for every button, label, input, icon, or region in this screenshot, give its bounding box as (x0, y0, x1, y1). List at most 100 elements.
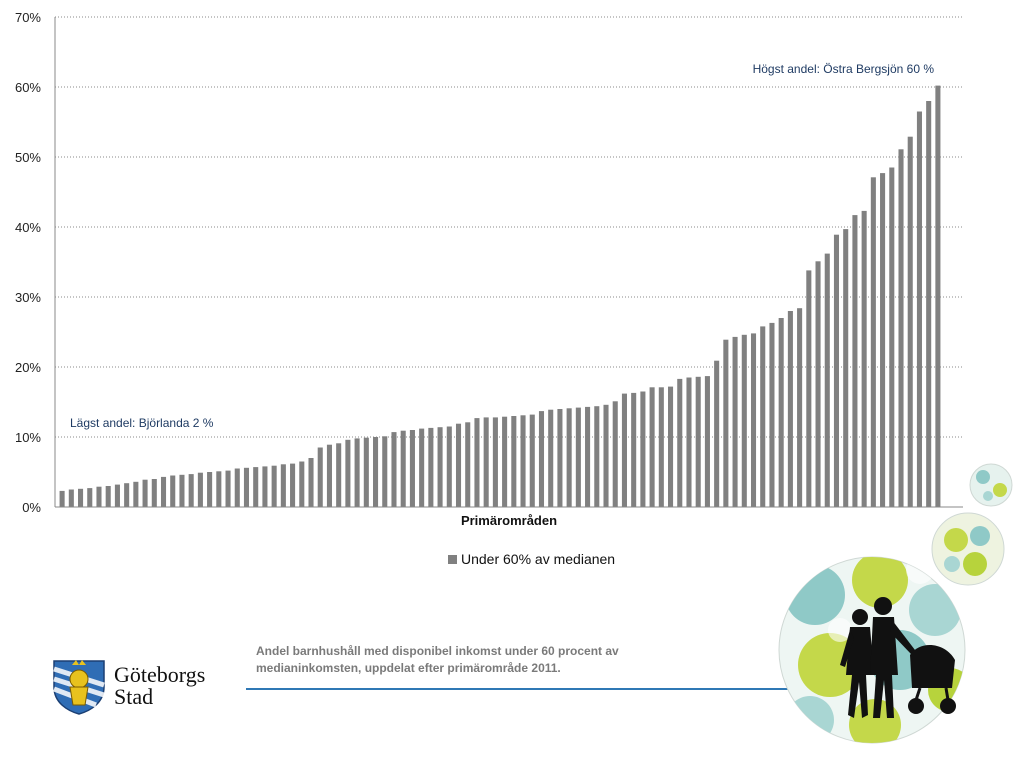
large-pattern-circle (778, 556, 966, 744)
bar (391, 432, 397, 507)
bar (105, 486, 111, 507)
y-tick-label: 30% (15, 290, 41, 305)
bar (336, 443, 342, 507)
bar (455, 423, 462, 507)
y-tick-label: 60% (15, 80, 41, 95)
bar (668, 386, 674, 507)
bar (253, 467, 259, 507)
y-tick-label: 10% (15, 430, 41, 445)
bar (723, 339, 729, 507)
bar (207, 472, 213, 507)
bar (603, 404, 609, 507)
bar (280, 464, 286, 507)
caption-divider (246, 688, 846, 690)
bar (465, 422, 471, 507)
bar (538, 411, 545, 507)
family-illustration (778, 463, 1013, 744)
bar (133, 481, 139, 507)
bar (732, 336, 738, 507)
bar (419, 428, 425, 507)
bar (833, 234, 840, 507)
legend-label: Under 60% av medianen (461, 551, 616, 567)
small-pattern-circle-1 (969, 463, 1013, 507)
bar (354, 438, 360, 507)
bar (290, 463, 296, 507)
legend: Under 60% av medianen (448, 551, 615, 567)
bar (474, 418, 480, 507)
bar (502, 416, 508, 507)
bar (548, 409, 554, 507)
bar (151, 479, 157, 507)
bar (326, 444, 332, 507)
bar (234, 468, 240, 507)
bar (704, 376, 710, 507)
bar (483, 417, 489, 507)
bar (566, 408, 572, 507)
bar (492, 417, 498, 507)
bar (898, 149, 904, 508)
bar (373, 437, 379, 507)
bar (760, 326, 766, 507)
bar (797, 308, 803, 507)
bar (861, 210, 867, 507)
bar (197, 472, 203, 507)
legend-swatch (448, 554, 457, 564)
y-tick-label: 70% (15, 10, 41, 25)
lowest-annotation: Lägst andel: Björlanda 2 % (70, 416, 214, 430)
chart-caption: Andel barnhushåll med disponibel inkomst… (256, 644, 619, 675)
bar (741, 334, 747, 507)
bar (815, 261, 821, 507)
bar (880, 173, 886, 507)
city-crest-icon (53, 660, 105, 715)
bar (59, 490, 65, 507)
bar (188, 474, 194, 507)
bar (142, 479, 148, 507)
bar (843, 229, 849, 507)
bar (640, 391, 646, 507)
bar (714, 360, 720, 507)
bar (852, 215, 858, 507)
bar (695, 376, 701, 507)
bar (262, 466, 268, 507)
bar (400, 430, 406, 507)
bar (787, 311, 793, 507)
bar (621, 393, 627, 507)
bar (114, 484, 120, 507)
bar (271, 465, 277, 507)
bar (594, 406, 600, 507)
logo-line1: Göteborgs (114, 662, 206, 687)
bar (299, 461, 305, 507)
bar (778, 318, 784, 507)
bar (769, 322, 775, 507)
bar (179, 474, 185, 507)
logo-line2: Stad (114, 684, 154, 709)
bar (806, 270, 812, 507)
bar (409, 430, 415, 507)
bar (243, 467, 250, 507)
bar (889, 167, 895, 507)
bar (511, 416, 517, 507)
bar (87, 488, 93, 507)
highest-annotation: Högst andel: Östra Bergsjön 60 % (753, 62, 935, 76)
bar (216, 471, 222, 507)
bar (686, 377, 692, 507)
bar (382, 436, 388, 507)
small-pattern-circle-2 (931, 512, 1005, 586)
bar (612, 401, 618, 507)
bar (170, 475, 176, 507)
bar (446, 426, 452, 507)
bar (824, 253, 830, 507)
bar (926, 101, 932, 507)
bar (363, 437, 369, 507)
bar (437, 427, 443, 507)
bar (68, 489, 74, 507)
goteborgs-stad-logo: Göteborgs Stad (52, 657, 205, 715)
bar (677, 378, 683, 507)
bar (317, 447, 323, 507)
y-tick-label: 50% (15, 150, 41, 165)
bar (750, 333, 757, 507)
bar (308, 458, 314, 507)
bar (585, 406, 591, 507)
x-axis-label: Primärområden (461, 513, 557, 528)
bar (649, 387, 655, 507)
